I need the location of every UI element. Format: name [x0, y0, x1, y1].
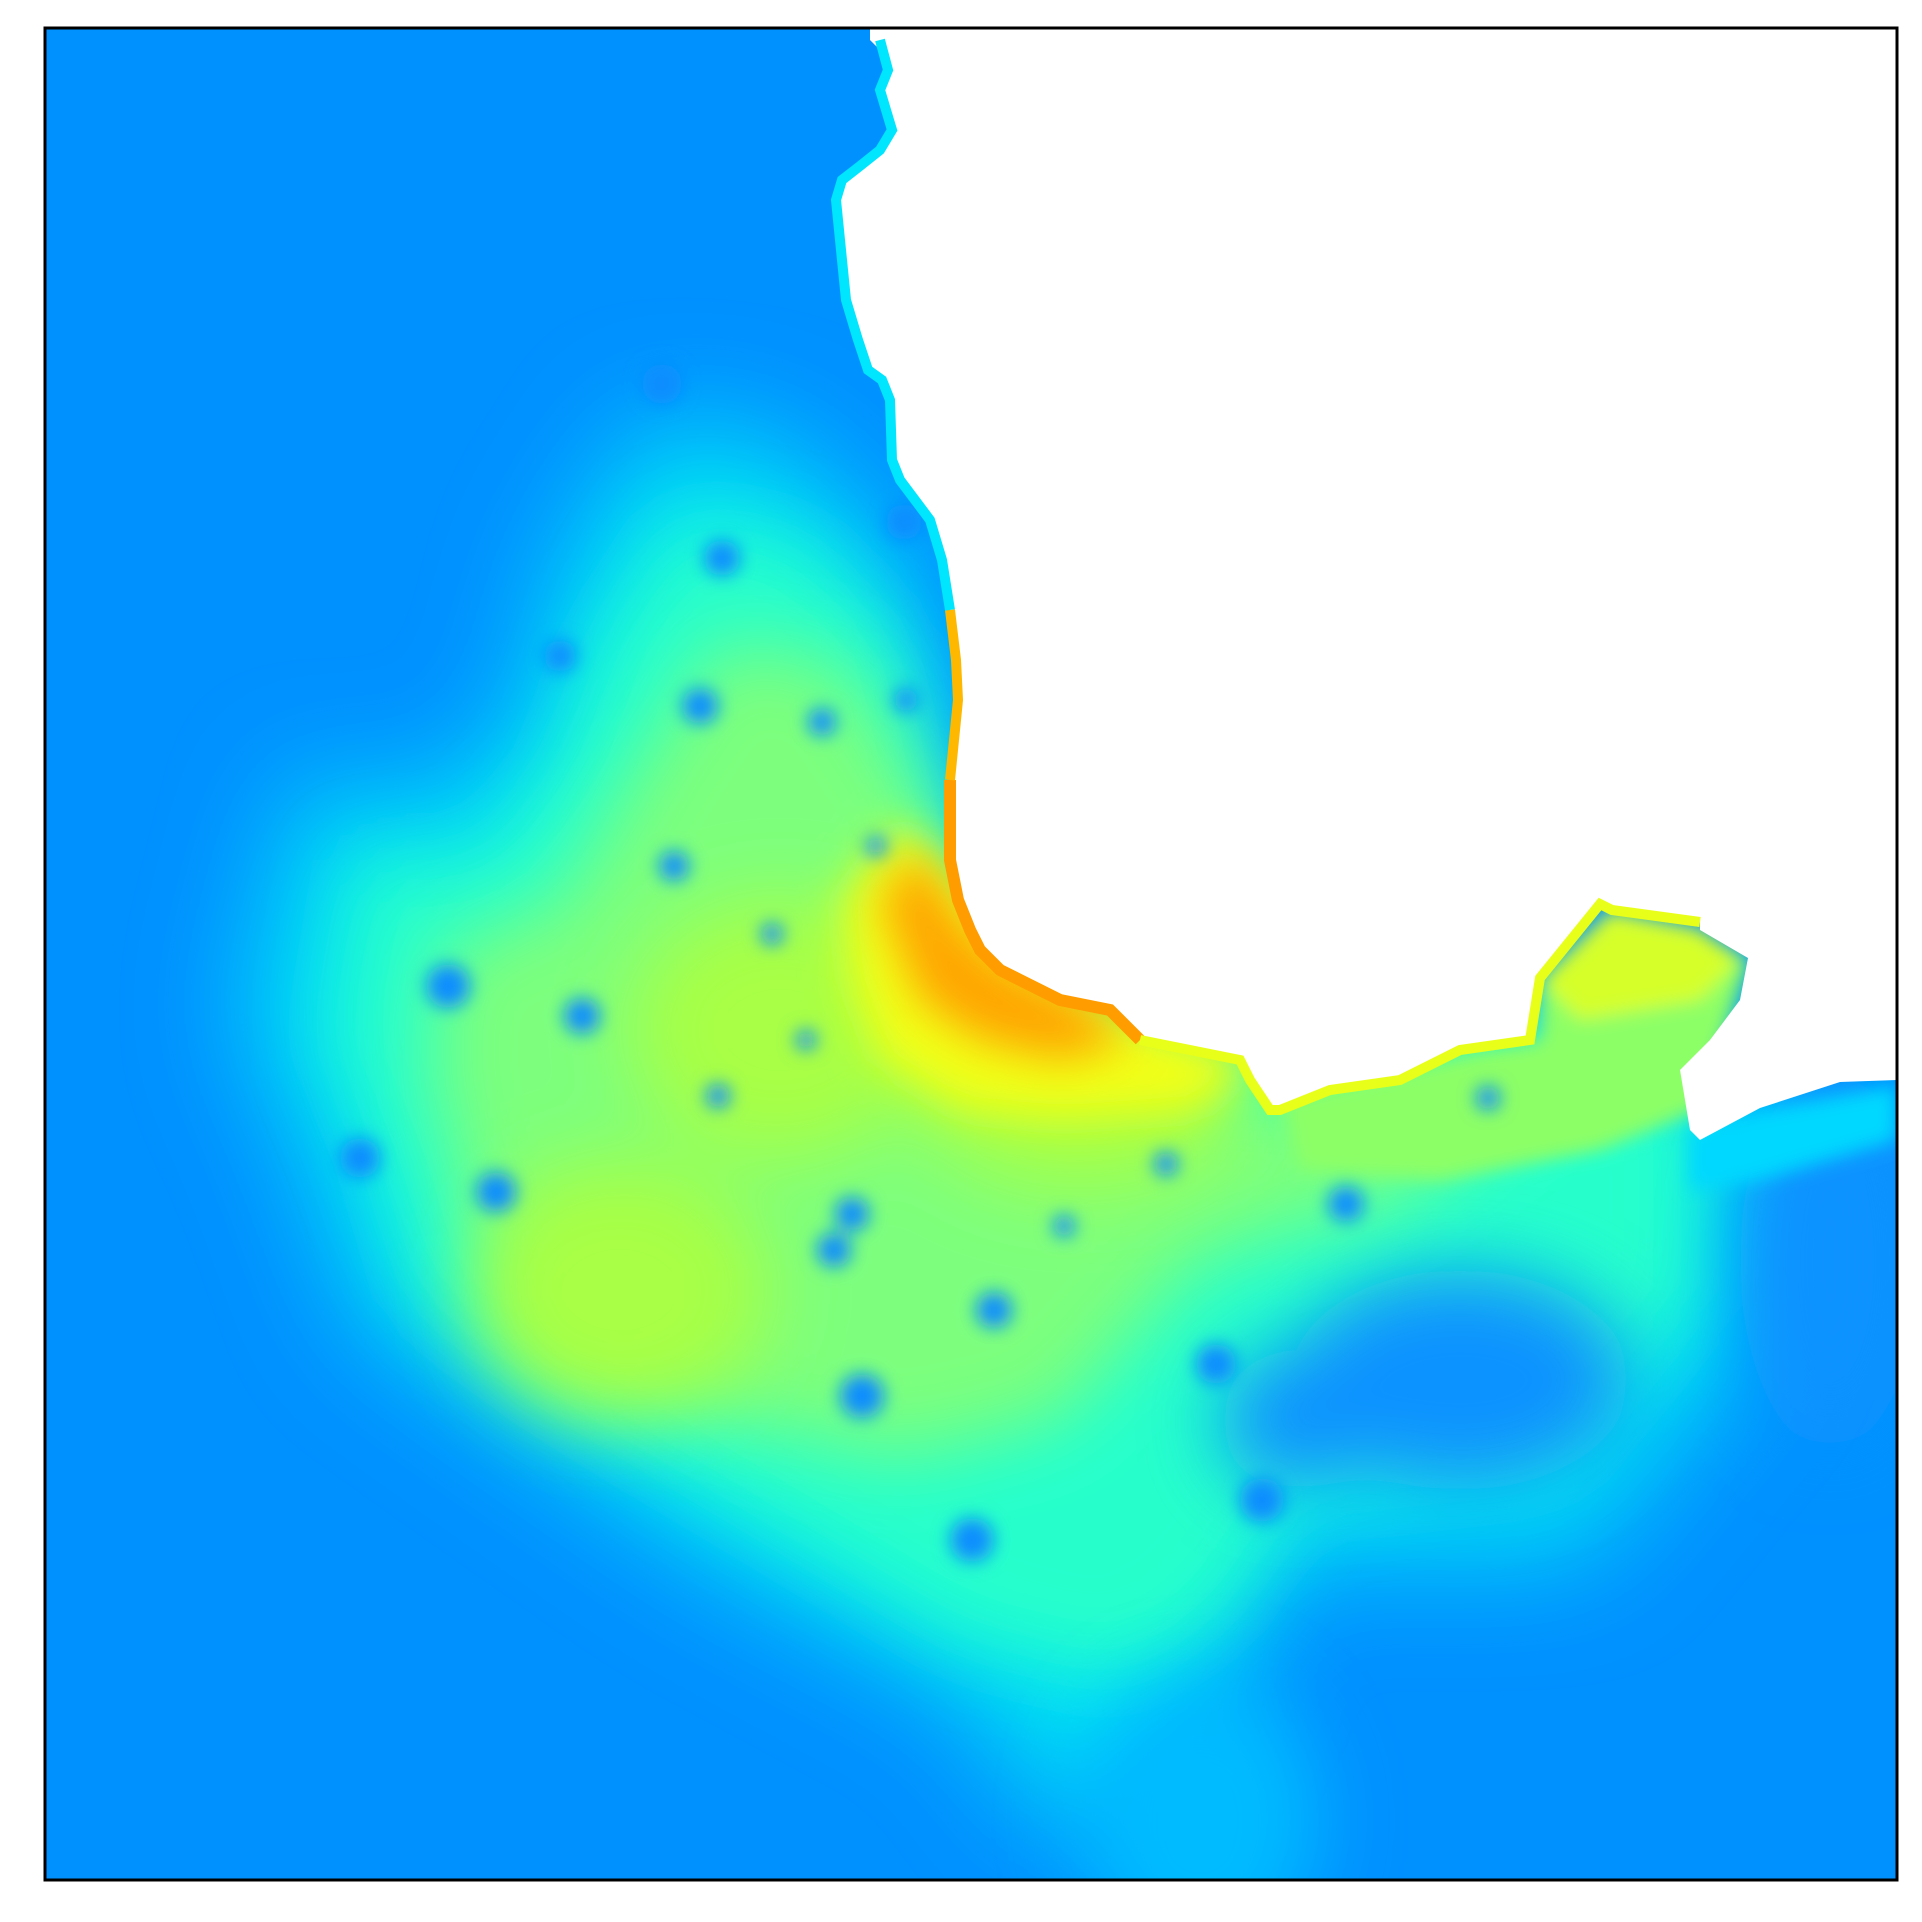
minimum-point [476, 1172, 516, 1212]
minimum-point [976, 1292, 1012, 1328]
minimum-point [564, 998, 600, 1034]
minimum-point [808, 708, 836, 736]
minimum-point [544, 640, 576, 672]
minimum-point [840, 1374, 884, 1418]
minimum-point [1154, 1152, 1178, 1176]
minimum-point [761, 923, 783, 945]
minimum-point [1328, 1186, 1364, 1222]
heatmap-field [45, 28, 1897, 1880]
minimum-point [894, 688, 918, 712]
minimum-point [340, 1138, 380, 1178]
minimum-point [642, 364, 682, 404]
heat-level-yellowgreen [470, 900, 1240, 1420]
minimum-point [706, 1084, 730, 1108]
minimum-point [659, 851, 689, 881]
minimum-point [817, 1233, 851, 1267]
minimum-point [796, 1030, 816, 1050]
minimum-point [1053, 1215, 1075, 1237]
minimum-point [682, 688, 718, 724]
minimum-point [1196, 1344, 1236, 1384]
minimum-point [704, 540, 740, 576]
heat-plume-bottom [1080, 1680, 1320, 1880]
minimum-point [886, 504, 922, 540]
minimum-point [835, 1197, 869, 1231]
minimum-point [426, 964, 470, 1008]
mask-edge-fringe [830, 38, 955, 611]
heat-local-minima [340, 364, 1500, 1562]
no-data-mask [836, 28, 1897, 1140]
mask-edge-fringe-orange-top [945, 609, 964, 781]
minimum-point [950, 1518, 994, 1562]
plot-frame [43, 26, 1899, 1882]
heat-arm-right [1280, 910, 1750, 1180]
minimum-point [1476, 1086, 1500, 1110]
heat-arm-cyan [1690, 1085, 1897, 1190]
mask-edge-fringe-yellow [1139, 897, 1701, 1115]
minimum-point [1240, 1478, 1284, 1522]
minimum-point [866, 836, 886, 856]
mask-edge-fringe-hot [944, 780, 1145, 1045]
